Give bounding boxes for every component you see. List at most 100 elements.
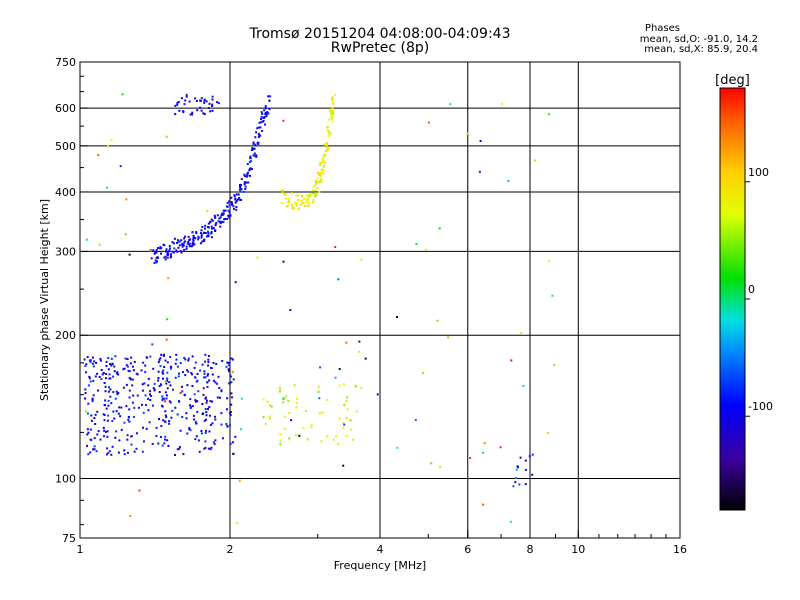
data-point xyxy=(94,413,97,416)
data-point xyxy=(524,459,527,462)
data-point xyxy=(208,102,211,105)
data-point xyxy=(219,225,222,228)
data-point xyxy=(469,457,472,459)
data-point xyxy=(225,423,228,425)
data-point xyxy=(145,404,147,406)
data-point xyxy=(524,483,527,486)
data-point xyxy=(314,180,317,183)
data-point xyxy=(507,180,510,183)
data-point xyxy=(232,205,235,208)
data-point xyxy=(207,355,210,357)
data-point xyxy=(256,127,259,130)
data-point xyxy=(285,197,287,200)
data-point xyxy=(166,256,169,259)
data-point xyxy=(324,162,327,165)
data-point xyxy=(195,435,198,438)
data-point xyxy=(136,373,139,376)
data-point xyxy=(110,402,113,405)
data-point xyxy=(189,429,192,432)
data-point xyxy=(170,416,173,419)
data-point xyxy=(242,190,245,193)
data-point xyxy=(324,154,327,157)
data-point xyxy=(218,220,221,223)
plot-grid xyxy=(80,62,680,538)
data-point xyxy=(162,354,165,357)
data-point xyxy=(316,187,319,190)
data-point xyxy=(265,115,268,118)
data-point xyxy=(191,231,194,233)
data-point xyxy=(153,388,156,391)
data-point xyxy=(176,101,179,104)
data-point xyxy=(203,372,206,375)
data-point xyxy=(291,206,294,209)
data-point xyxy=(425,248,427,251)
data-point xyxy=(331,101,334,104)
data-point xyxy=(185,95,188,98)
data-point xyxy=(260,111,263,114)
data-point xyxy=(103,429,106,432)
data-point xyxy=(302,201,305,204)
data-point xyxy=(168,422,171,425)
data-point xyxy=(177,246,180,249)
data-point xyxy=(310,193,313,196)
data-point xyxy=(306,199,308,202)
data-point xyxy=(322,168,325,171)
data-point xyxy=(201,225,204,228)
data-point xyxy=(214,216,217,219)
data-point xyxy=(264,111,267,114)
data-point xyxy=(113,365,116,368)
data-point xyxy=(93,437,96,440)
data-point xyxy=(289,309,292,311)
data-point xyxy=(110,138,113,141)
data-point xyxy=(321,411,324,414)
data-point xyxy=(447,336,450,339)
data-point xyxy=(230,403,233,406)
data-point xyxy=(174,113,177,116)
data-point xyxy=(205,418,208,421)
data-point xyxy=(349,419,352,422)
data-point xyxy=(342,464,345,467)
data-point xyxy=(255,131,258,134)
data-point xyxy=(130,443,133,446)
data-point xyxy=(157,370,160,373)
data-point xyxy=(345,341,348,344)
data-point xyxy=(102,413,105,416)
data-point xyxy=(152,367,155,370)
data-point xyxy=(202,112,205,115)
data-point xyxy=(547,113,550,116)
data-point xyxy=(214,230,217,232)
x-axis-label: Frequency [MHz] xyxy=(334,559,426,572)
data-point xyxy=(219,396,221,399)
data-point xyxy=(187,359,190,362)
data-point xyxy=(182,371,184,373)
data-point xyxy=(157,442,160,445)
data-point xyxy=(201,363,204,366)
data-point xyxy=(195,232,198,235)
data-point xyxy=(186,369,189,372)
data-point xyxy=(228,363,231,366)
data-point xyxy=(178,447,181,450)
data-point xyxy=(177,375,180,378)
data-point xyxy=(162,243,165,246)
data-point xyxy=(178,400,180,403)
data-point xyxy=(343,383,345,386)
data-point xyxy=(512,485,515,488)
data-point xyxy=(158,391,161,393)
data-point xyxy=(220,389,223,392)
data-point xyxy=(179,429,182,432)
data-point xyxy=(84,392,87,394)
data-point xyxy=(176,241,178,244)
data-point xyxy=(98,376,101,378)
data-point xyxy=(132,378,134,381)
data-point xyxy=(240,188,243,191)
data-point xyxy=(90,414,93,417)
data-point xyxy=(197,235,200,238)
data-point xyxy=(149,355,152,358)
data-point xyxy=(285,205,288,208)
data-point xyxy=(295,434,297,437)
data-point xyxy=(176,239,179,242)
data-point xyxy=(501,102,503,105)
data-point xyxy=(279,390,281,393)
data-point xyxy=(282,401,285,404)
x-tick-label-6: 6 xyxy=(464,543,471,556)
